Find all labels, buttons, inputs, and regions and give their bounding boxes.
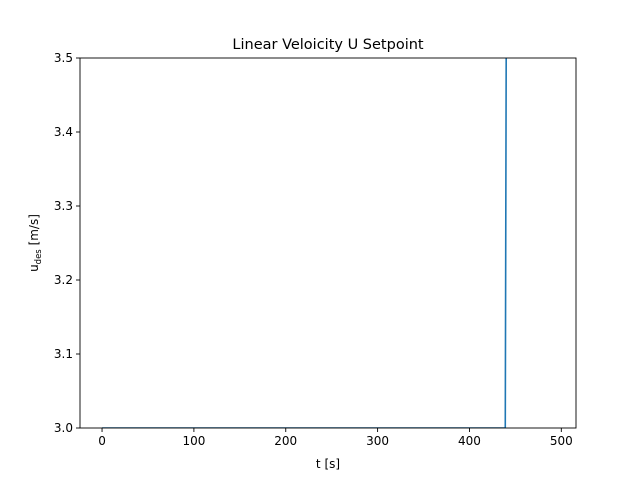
y-tick-label: 3.2 xyxy=(54,273,73,287)
y-tick-label: 3.4 xyxy=(54,125,73,139)
series-line xyxy=(102,58,507,428)
y-tick-label: 3.3 xyxy=(54,199,73,213)
plot-background xyxy=(80,58,576,428)
plot-area xyxy=(79,57,577,429)
y-axis-label-unit: [m/s] xyxy=(27,214,41,249)
series-layer xyxy=(102,58,507,428)
y-axis-label-main: u xyxy=(27,264,41,272)
x-tick-label: 100 xyxy=(182,434,205,448)
chart-title: Linear Veloicity U Setpoint xyxy=(232,37,424,53)
plot-frame xyxy=(79,57,577,429)
x-axis-label: t [s] xyxy=(316,457,340,471)
x-tick-label: 400 xyxy=(458,434,481,448)
y-tick-label: 3.5 xyxy=(54,51,73,65)
y-axis-label: udes [m/s] xyxy=(27,214,44,272)
y-axis-label-sub: des xyxy=(34,249,44,265)
x-axis: 0 100 200 300 400 500 xyxy=(98,428,573,448)
x-tick-label: 300 xyxy=(366,434,389,448)
x-tick-label: 200 xyxy=(274,434,297,448)
y-tick-label: 3.0 xyxy=(54,421,73,435)
y-axis: 3.0 3.1 3.2 3.3 3.4 3.5 xyxy=(54,51,80,435)
x-tick-label: 500 xyxy=(550,434,573,448)
y-tick-label: 3.1 xyxy=(54,347,73,361)
x-tick-label: 0 xyxy=(98,434,106,448)
